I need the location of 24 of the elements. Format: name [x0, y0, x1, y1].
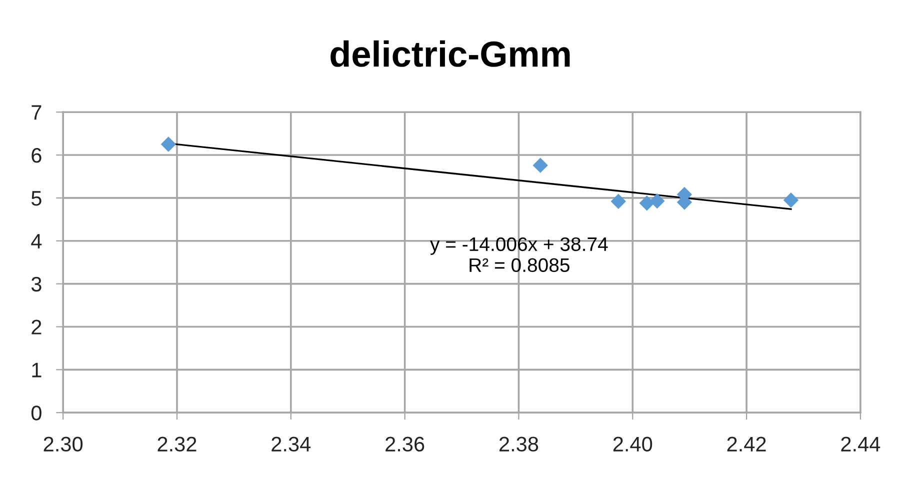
y-tick-label: 1: [32, 362, 42, 378]
x-tick-label: 2.44: [841, 436, 880, 452]
point: [610, 194, 626, 209]
point: [650, 193, 665, 209]
x-tick-label: 2.34: [272, 436, 311, 452]
y-tick-label: 0: [31, 406, 42, 420]
x-tick-label: 2.38: [499, 436, 538, 452]
x-tick-label: 2.36: [386, 436, 424, 452]
y-tick-label: 5: [31, 191, 42, 206]
point: [639, 196, 654, 211]
x-tick-label: 2.40: [613, 436, 652, 452]
point: [160, 136, 176, 152]
x-tick-label: 2.32: [158, 436, 196, 452]
y-tick-label: 3: [31, 276, 42, 292]
annotation: y = -14.006x + 38.74 R² = 0.8085: [430, 237, 608, 272]
y-tick-label: 6: [32, 148, 42, 163]
point: [783, 192, 799, 208]
y-tick-label: 2: [32, 320, 42, 334]
x-tick-label: 2.30: [44, 436, 83, 452]
x-tick-label: 2.42: [727, 436, 766, 452]
y-tick-label: 4: [31, 234, 42, 248]
point: [532, 158, 548, 173]
chart-title: delictric-Gmm: [330, 40, 570, 67]
y-tick-label: 7: [32, 105, 42, 120]
